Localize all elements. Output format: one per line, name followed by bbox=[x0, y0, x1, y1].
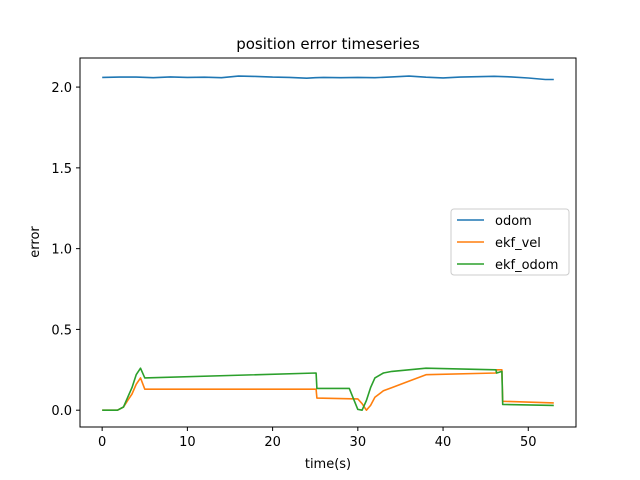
x-tick-label: 40 bbox=[435, 435, 452, 450]
y-tick-label: 0.0 bbox=[51, 404, 72, 419]
x-tick-label: 20 bbox=[264, 435, 281, 450]
series-line-ekf-vel bbox=[102, 368, 554, 412]
x-tick-label: 50 bbox=[520, 435, 537, 450]
legend-label-ekf-odom: ekf_odom bbox=[495, 258, 558, 273]
chart-title: position error timeseries bbox=[236, 35, 420, 53]
x-tick-label: 30 bbox=[350, 435, 367, 450]
y-axis-label: error bbox=[28, 226, 43, 258]
x-tick-label: 10 bbox=[179, 435, 196, 450]
y-tick-label: 1.0 bbox=[51, 243, 72, 258]
legend: odom ekf_vel ekf_odom bbox=[450, 208, 570, 276]
y-tick-label: 2.0 bbox=[51, 81, 72, 96]
plot-area-frame bbox=[79, 57, 577, 428]
y-tick-label: 0.5 bbox=[51, 323, 72, 338]
series-line-odom bbox=[102, 75, 554, 81]
legend-label-odom: odom bbox=[495, 214, 532, 229]
y-tick-label: 1.5 bbox=[51, 162, 72, 177]
series-line-ekf-odom bbox=[102, 367, 554, 412]
legend-frame bbox=[450, 208, 570, 276]
legend-label-ekf-vel: ekf_vel bbox=[495, 236, 541, 251]
x-tick-label: 0 bbox=[98, 435, 106, 450]
x-axis-label: time(s) bbox=[305, 457, 351, 472]
